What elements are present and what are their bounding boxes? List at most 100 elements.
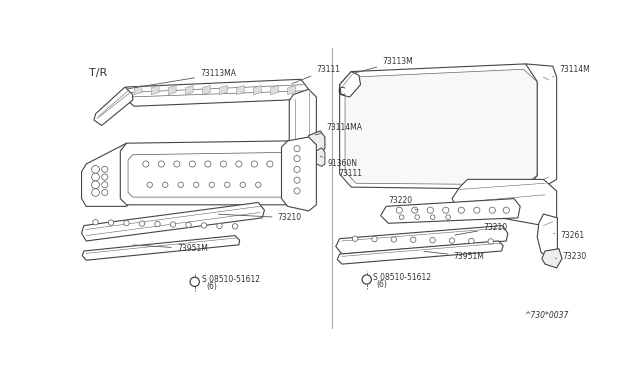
Text: 73113MA: 73113MA — [128, 70, 236, 89]
Circle shape — [158, 161, 164, 167]
Text: S 08510-51612: S 08510-51612 — [373, 273, 431, 282]
Circle shape — [240, 182, 246, 187]
Text: 73220: 73220 — [388, 196, 417, 210]
Circle shape — [430, 238, 435, 243]
Circle shape — [205, 161, 211, 167]
Circle shape — [147, 182, 152, 187]
Text: 73261: 73261 — [554, 231, 584, 240]
Circle shape — [92, 189, 99, 196]
Circle shape — [92, 181, 99, 189]
Text: S 08510-51612: S 08510-51612 — [202, 275, 260, 284]
Polygon shape — [271, 86, 278, 95]
Circle shape — [396, 207, 403, 213]
Circle shape — [362, 275, 371, 284]
Polygon shape — [282, 137, 316, 211]
Circle shape — [193, 182, 199, 187]
Text: 73111: 73111 — [338, 163, 362, 179]
Polygon shape — [134, 86, 142, 95]
Circle shape — [294, 177, 300, 183]
Text: T/R: T/R — [90, 68, 108, 78]
Text: (6): (6) — [206, 282, 217, 291]
Text: 73113M: 73113M — [354, 57, 413, 73]
Circle shape — [220, 161, 227, 167]
Polygon shape — [237, 86, 244, 95]
Circle shape — [92, 166, 99, 173]
Polygon shape — [168, 86, 176, 95]
Circle shape — [236, 161, 242, 167]
Circle shape — [174, 161, 180, 167]
Polygon shape — [340, 64, 543, 189]
Text: (6): (6) — [376, 280, 387, 289]
Polygon shape — [186, 86, 193, 95]
Circle shape — [399, 215, 404, 219]
Circle shape — [252, 161, 257, 167]
Circle shape — [430, 215, 435, 219]
Polygon shape — [202, 86, 210, 95]
Text: C: C — [337, 87, 345, 97]
Polygon shape — [525, 64, 557, 189]
Polygon shape — [289, 89, 316, 148]
Circle shape — [458, 207, 465, 213]
Circle shape — [474, 207, 480, 213]
Polygon shape — [307, 131, 325, 154]
Polygon shape — [253, 86, 261, 95]
Circle shape — [202, 223, 207, 228]
Circle shape — [140, 221, 145, 226]
Circle shape — [412, 207, 418, 213]
Circle shape — [102, 174, 108, 180]
Polygon shape — [542, 249, 562, 268]
Circle shape — [108, 220, 114, 225]
Circle shape — [186, 222, 191, 228]
Circle shape — [267, 161, 273, 167]
Text: 73210: 73210 — [218, 214, 301, 222]
Circle shape — [155, 221, 160, 227]
Circle shape — [446, 215, 451, 219]
Circle shape — [93, 219, 98, 225]
Polygon shape — [537, 214, 557, 259]
Polygon shape — [83, 235, 239, 260]
Circle shape — [294, 155, 300, 162]
Circle shape — [124, 221, 129, 226]
Circle shape — [102, 166, 108, 173]
Text: 73230: 73230 — [556, 252, 586, 261]
Circle shape — [92, 173, 99, 181]
Text: 73114M: 73114M — [553, 65, 589, 77]
Circle shape — [391, 237, 397, 242]
Circle shape — [163, 182, 168, 187]
Polygon shape — [81, 202, 264, 241]
Circle shape — [217, 223, 222, 228]
Circle shape — [449, 238, 454, 243]
Circle shape — [468, 238, 474, 244]
Circle shape — [255, 182, 261, 187]
Circle shape — [489, 207, 495, 213]
Circle shape — [294, 188, 300, 194]
Circle shape — [410, 237, 416, 243]
Circle shape — [488, 239, 493, 244]
Circle shape — [443, 207, 449, 213]
Polygon shape — [120, 141, 296, 205]
Polygon shape — [125, 79, 308, 106]
Circle shape — [372, 236, 377, 242]
Polygon shape — [94, 87, 132, 125]
Text: 73114MA: 73114MA — [316, 123, 362, 135]
Polygon shape — [345, 69, 537, 185]
Circle shape — [294, 145, 300, 152]
Text: 73210: 73210 — [455, 224, 507, 235]
Circle shape — [415, 215, 419, 219]
Circle shape — [170, 222, 176, 227]
Circle shape — [189, 161, 195, 167]
Text: 73951M: 73951M — [133, 244, 208, 253]
Circle shape — [102, 182, 108, 188]
Circle shape — [143, 161, 149, 167]
Circle shape — [353, 236, 358, 241]
Polygon shape — [81, 143, 134, 206]
Circle shape — [503, 207, 509, 213]
Polygon shape — [336, 225, 508, 254]
Circle shape — [209, 182, 214, 187]
Polygon shape — [381, 199, 520, 223]
Polygon shape — [452, 179, 557, 225]
Circle shape — [178, 182, 184, 187]
Polygon shape — [128, 153, 288, 197]
Polygon shape — [288, 86, 296, 95]
Polygon shape — [337, 241, 503, 264]
